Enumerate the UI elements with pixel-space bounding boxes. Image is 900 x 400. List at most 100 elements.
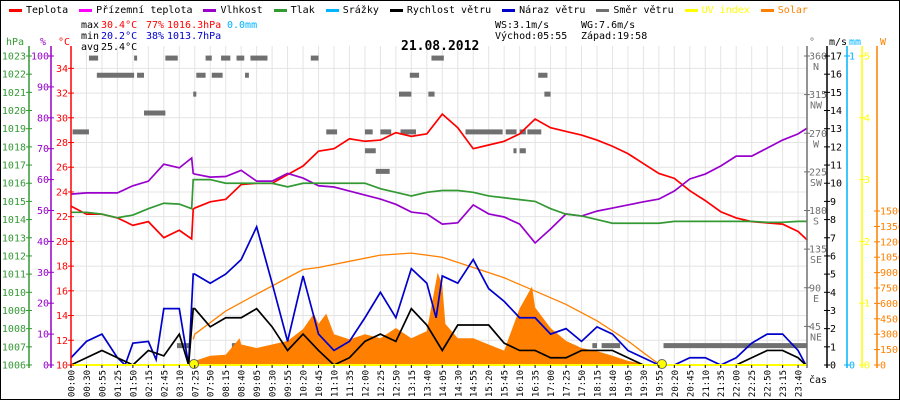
stat-avg-temp: 25.4°C <box>101 42 138 53</box>
temperature-tick-label: 20 <box>56 237 68 248</box>
x-tick-label: 12:50 <box>392 370 402 397</box>
direction-direction-label: W <box>813 139 820 150</box>
solar-tick-label: 1500 <box>880 207 899 218</box>
pressure-tick-label: 1020 <box>2 106 26 117</box>
uv-tick-label: 0 <box>864 361 870 372</box>
direction-tick-label: 90 <box>809 283 821 294</box>
wind-direction-mark <box>236 55 245 61</box>
x-tick-label: 11:35 <box>346 370 356 397</box>
series-line-tlak <box>71 178 808 225</box>
pressure-tick-label: 1013 <box>2 233 26 244</box>
humidity-tick-label: 50 <box>37 206 49 217</box>
pressure-tick-label: 1019 <box>2 124 26 135</box>
x-tick-label: 23:40 <box>795 370 805 397</box>
wind-direction-mark <box>513 148 517 154</box>
pressure-tick-label: 1009 <box>2 306 26 317</box>
direction-direction-label: SW <box>810 178 823 189</box>
direction-tick-label: 360 <box>809 52 827 63</box>
stat-wind-speed: WS:3.1m/s <box>495 20 550 31</box>
stat-max-label: max <box>81 20 100 31</box>
x-tick-label: 07:25 <box>191 370 201 397</box>
direction-tick-label: 270 <box>809 129 827 140</box>
wind-direction-mark <box>519 148 526 154</box>
x-tick-label: 17:00 <box>547 370 557 397</box>
humidity-tick-label: 30 <box>37 268 49 279</box>
x-tick-label: 21:10 <box>702 370 712 397</box>
solar-unit-label: W <box>880 37 887 48</box>
wind-direction-mark <box>196 72 206 78</box>
wind-direction-mark <box>364 148 376 154</box>
x-tick-label: 13:15 <box>408 370 418 397</box>
rain-unit-label: mm <box>849 37 861 48</box>
wind-direction-mark <box>431 55 444 61</box>
uv-tick-label: 3 <box>864 175 870 186</box>
temperature-tick-label: 18 <box>56 262 68 273</box>
legend-item: Rychlost větru <box>389 4 491 16</box>
series-line-solar-max <box>192 252 660 365</box>
humidity-tick-label: 80 <box>37 113 49 124</box>
wind-direction-mark <box>592 343 597 349</box>
stat-sunrise: Východ:05:55 <box>495 31 568 42</box>
wind-direction-mark <box>527 129 542 135</box>
wind-direction-mark <box>211 72 223 78</box>
wind-direction-mark <box>245 72 249 78</box>
legend-item: Teplota <box>9 4 68 16</box>
series-line-n-raz-v-tru <box>70 224 807 367</box>
legend-swatch <box>273 8 287 12</box>
x-tick-label: 22:00 <box>733 370 743 397</box>
pressure-tick-label: 1016 <box>2 179 26 190</box>
wind-tick-label: 11 <box>830 161 842 172</box>
uv-tick-label: 5 <box>864 52 870 63</box>
x-axis-label: čas <box>809 375 828 386</box>
wind-tick-label: 2 <box>830 324 836 335</box>
direction-direction-label: N <box>813 62 819 73</box>
wind-direction-mark <box>96 72 135 78</box>
wind-direction-mark <box>601 343 621 349</box>
legend-swatch <box>325 8 339 12</box>
series-line-rychlost-v-tru <box>70 307 807 367</box>
stat-max-temp: 30.4°C <box>101 20 138 31</box>
wind-direction-mark <box>400 129 416 135</box>
stat-sunset: Západ:19:58 <box>581 31 648 42</box>
wind-direction-mark <box>72 129 89 135</box>
x-tick-label: 18:15 <box>593 370 603 397</box>
x-tick-label: 01:50 <box>129 370 139 397</box>
wind-tick-label: 5 <box>830 270 836 281</box>
direction-unit-label: ° <box>809 37 815 48</box>
x-tick-label: 03:10 <box>176 370 186 397</box>
legend-swatch <box>760 8 774 12</box>
x-tick-label: 17:25 <box>563 370 573 397</box>
x-tick-label: 10:20 <box>300 370 310 397</box>
wind-direction-mark <box>176 343 191 349</box>
x-tick-label: 21:35 <box>717 370 727 397</box>
wind-direction-mark <box>310 55 319 61</box>
legend-item: Solar <box>760 4 808 16</box>
legend-item: Tlak <box>273 4 315 16</box>
wind-tick-label: 7 <box>830 233 836 244</box>
temperature-tick-label: 34 <box>56 64 68 75</box>
uv-tick-label: 2 <box>864 237 870 248</box>
x-tick-label: 23:15 <box>779 370 789 397</box>
wind-direction-mark <box>137 72 145 78</box>
series-line-teplota <box>70 112 808 241</box>
legend-item: Přízemní teplota <box>79 4 192 16</box>
wind-direction-mark <box>409 72 420 78</box>
stat-wind-gust: WG:7.6m/s <box>581 20 636 31</box>
stat-rain: 0.0mm <box>227 20 258 31</box>
x-tick-label: 09:55 <box>284 370 294 397</box>
legend-label: Teplota <box>26 4 69 16</box>
pressure-tick-label: 1011 <box>2 270 26 281</box>
humidity-tick-label: 40 <box>37 237 49 248</box>
stat-min-temp: 20.2°C <box>101 31 138 42</box>
wind-tick-label: 14 <box>830 106 842 117</box>
solar-tick-label: 1350 <box>880 222 899 233</box>
legend-swatch <box>389 8 403 12</box>
x-tick-label: 00:55 <box>98 370 108 397</box>
legend-swatch <box>203 8 217 12</box>
legend-item: Náraz větru <box>502 4 585 16</box>
uv-tick-label: 1 <box>864 299 870 310</box>
x-tick-label: 13:40 <box>423 370 433 397</box>
legend-item: UV index <box>684 4 750 16</box>
